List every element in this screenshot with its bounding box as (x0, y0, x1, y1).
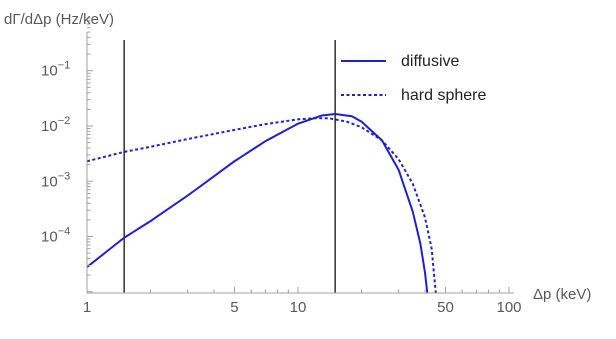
y-tick-label: 10−3 (41, 170, 70, 190)
y-axis-label: dΓ/dΔp (Hz/keV) (4, 11, 114, 28)
legend-label: hard sphere (401, 87, 486, 104)
x-ticks: 1 5 10 50 100 (83, 287, 522, 316)
series-line-hard-sphere (87, 117, 437, 293)
y-tick-label: 10−4 (41, 226, 70, 246)
axes (86, 32, 514, 294)
curves (87, 112, 437, 293)
x-tick-label: 100 (496, 299, 521, 316)
y-tick-label: 10−1 (41, 60, 70, 80)
legend-label: diffusive (401, 53, 460, 70)
series-line-diffusive (87, 112, 429, 293)
x-tick-label: 5 (230, 299, 238, 316)
reference-lines (123, 40, 336, 293)
x-tick-label: 50 (437, 299, 454, 316)
x-axis-label: Δp (keV) (533, 286, 591, 303)
x-tick-label: 1 (83, 299, 91, 316)
x-tick-label: 10 (290, 299, 307, 316)
y-ticks: 10−1 10−2 10−3 10−4 (41, 17, 93, 293)
y-tick-label: 10−2 (41, 115, 70, 135)
legend: diffusive hard sphere (341, 53, 486, 104)
